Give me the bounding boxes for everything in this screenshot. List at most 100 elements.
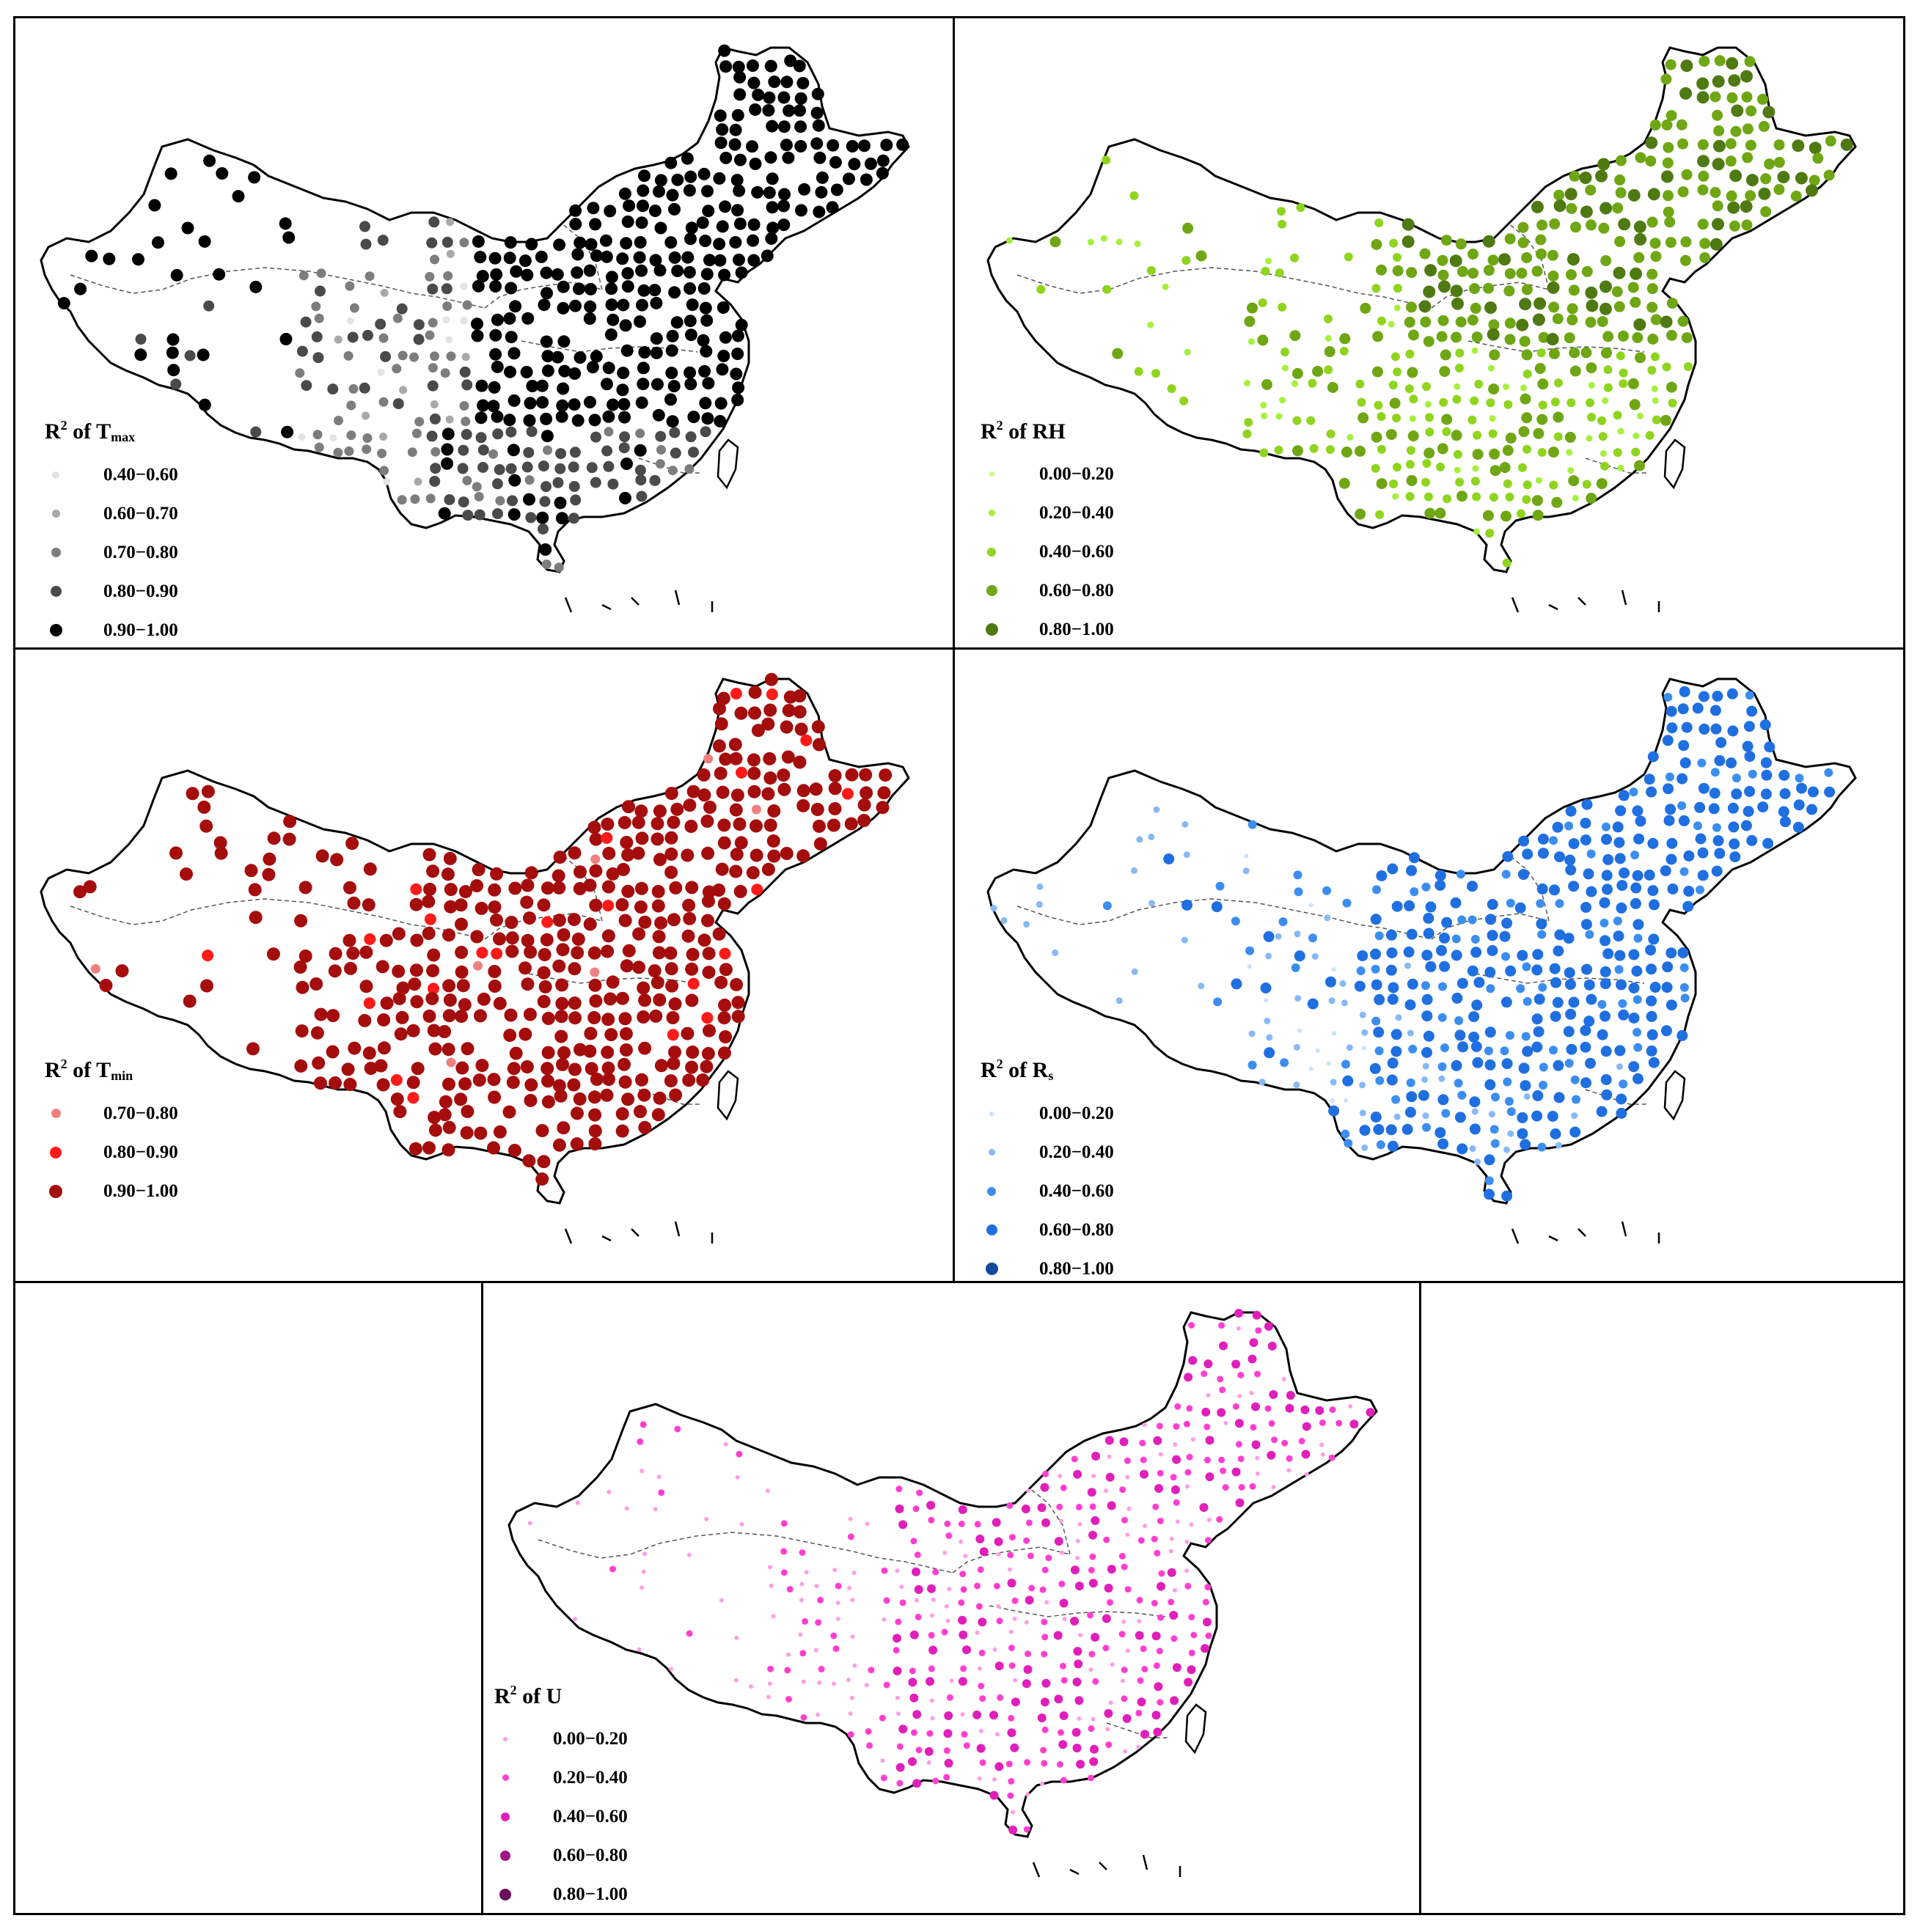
station-point — [521, 933, 535, 947]
station-point — [524, 1093, 538, 1107]
station-point — [1359, 1081, 1366, 1089]
station-point — [523, 1007, 537, 1021]
station-point — [571, 1106, 584, 1120]
legend-label: 0.40−0.60 — [1039, 541, 1114, 562]
station-point — [1614, 853, 1626, 864]
station-point — [426, 963, 440, 977]
station-point — [1102, 901, 1112, 911]
station-point — [573, 1617, 577, 1622]
station-point — [1392, 414, 1401, 423]
station-point — [1328, 997, 1335, 1004]
station-point — [1036, 284, 1046, 294]
station-point — [1679, 867, 1689, 876]
station-point — [1616, 1093, 1627, 1105]
station-point — [1628, 982, 1640, 993]
station-point — [413, 319, 425, 331]
station-point — [1220, 1467, 1226, 1474]
station-point — [746, 866, 760, 880]
panel-rs: R2 of Rs 0.00−0.20 0.20−0.40 0.40−0.60 0.60−… — [955, 650, 1903, 1281]
station-point — [1487, 899, 1498, 910]
station-point — [637, 1647, 642, 1652]
station-point — [1184, 1469, 1192, 1476]
station-point — [554, 1089, 568, 1103]
station-point — [637, 981, 651, 995]
station-point — [85, 249, 98, 262]
station-point — [637, 361, 650, 375]
station-point — [1616, 880, 1628, 892]
station-point — [374, 1059, 388, 1073]
station-point — [1726, 56, 1739, 70]
station-point — [505, 463, 517, 474]
station-point — [1041, 1634, 1049, 1641]
station-point — [1516, 984, 1525, 993]
region-boundary-4 — [1468, 340, 1645, 353]
station-point — [635, 831, 649, 845]
station-point — [926, 1760, 931, 1765]
station-point — [1437, 1094, 1449, 1106]
station-point — [912, 1710, 922, 1719]
station-point — [794, 722, 808, 736]
station-point — [1151, 369, 1160, 378]
station-point — [590, 1073, 604, 1086]
station-point — [664, 1074, 678, 1088]
station-point — [489, 328, 502, 342]
station-point — [551, 350, 564, 364]
station-point — [846, 1678, 851, 1682]
station-point — [1601, 870, 1613, 881]
station-point — [1422, 1112, 1429, 1120]
station-point — [1424, 507, 1436, 519]
station-point — [1423, 492, 1433, 502]
station-point — [1247, 1354, 1257, 1364]
station-point — [687, 411, 700, 424]
station-point — [763, 818, 777, 832]
station-point — [1008, 1629, 1014, 1634]
station-point — [493, 996, 507, 1010]
station-point — [1184, 1582, 1192, 1590]
station-point — [1265, 952, 1272, 960]
station-point — [1564, 332, 1575, 344]
station-point — [1007, 1579, 1016, 1588]
station-point — [488, 251, 502, 265]
station-point — [1745, 691, 1754, 700]
station-point — [1586, 886, 1597, 897]
station-point — [1473, 528, 1480, 535]
station-point — [729, 123, 742, 136]
station-point — [781, 750, 795, 764]
station-point — [1471, 331, 1483, 343]
station-point — [1628, 1013, 1640, 1024]
station-point — [455, 965, 469, 979]
station-point — [1696, 885, 1704, 895]
station-point — [250, 426, 262, 438]
legend-rh: R2 of RH 0.00−0.20 0.20−0.40 0.40−0.60 0.60−… — [981, 418, 1114, 647]
station-point — [555, 448, 567, 460]
station-point — [1062, 1617, 1067, 1622]
station-point — [732, 60, 745, 73]
station-point — [648, 964, 662, 978]
station-point — [636, 298, 648, 312]
station-point — [1761, 769, 1773, 781]
station-point — [1651, 385, 1658, 392]
station-point — [166, 346, 179, 359]
legend-label: 0.20−0.40 — [1039, 1142, 1114, 1162]
station-point — [978, 1683, 985, 1689]
station-point — [1506, 898, 1515, 908]
station-point — [845, 768, 859, 782]
station-point — [1758, 120, 1770, 132]
station-point — [1388, 982, 1399, 993]
station-point — [652, 930, 666, 944]
station-point — [1205, 1472, 1214, 1482]
station-point — [472, 279, 485, 293]
station-point — [1699, 56, 1710, 67]
station-point — [1423, 447, 1435, 459]
station-point — [1326, 1061, 1331, 1066]
station-point — [1059, 1598, 1069, 1608]
station-point — [1139, 1439, 1146, 1447]
station-point — [979, 1695, 986, 1703]
station-point — [961, 1730, 968, 1738]
station-point — [1553, 945, 1564, 957]
station-point — [1441, 414, 1453, 425]
station-point — [601, 929, 615, 943]
station-point — [1581, 963, 1592, 975]
station-point — [751, 724, 765, 738]
station-point — [508, 474, 521, 487]
